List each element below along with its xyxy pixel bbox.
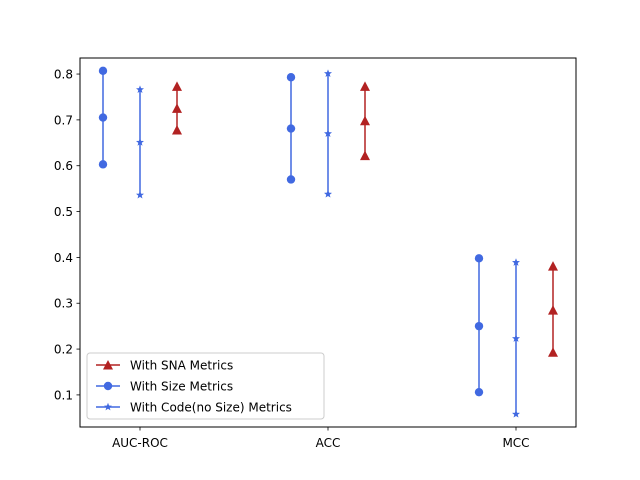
y-tick-label: 0.4	[54, 251, 73, 265]
range-marker-max	[360, 81, 370, 91]
range-marker-min	[324, 189, 332, 198]
range-marker-max	[98, 66, 108, 76]
y-tick-label: 0.2	[54, 343, 73, 357]
range-marker-mean	[360, 115, 370, 126]
legend-label: With Code(no Size) Metrics	[130, 401, 292, 415]
range-marker-min	[474, 387, 484, 397]
y-tick-label: 0.5	[54, 205, 73, 219]
range-marker-min	[548, 347, 558, 357]
range-marker-mean	[548, 305, 558, 315]
range-marker-min	[286, 175, 296, 184]
x-tick-label: ACC	[316, 436, 341, 450]
plot-frame	[79, 57, 577, 428]
range-marker-mean	[286, 124, 296, 133]
range-marker-max	[324, 69, 332, 77]
range-marker-mean	[324, 129, 332, 138]
legend: With SNA Metrics With Size Metrics With Co…	[86, 352, 325, 420]
range-marker-max	[286, 73, 296, 82]
range-marker-mean	[98, 113, 108, 122]
series-0	[172, 81, 558, 357]
series-2	[136, 69, 520, 418]
x-tick-label: MCC	[502, 436, 529, 450]
legend-entry: With Code(no Size) Metrics	[96, 401, 292, 415]
range-marker-mean	[136, 138, 144, 146]
range-marker-min	[360, 150, 370, 161]
legend-box	[86, 352, 325, 420]
range-marker-min	[172, 124, 182, 135]
y-tick-label: 0.1	[54, 388, 73, 402]
data-marks	[98, 66, 558, 418]
legend-marker	[103, 381, 113, 391]
range-marker-mean	[474, 321, 484, 331]
x-tick-label: AUC-ROC	[112, 436, 168, 450]
range-marker-mean	[512, 334, 520, 342]
axes: 0.1 0.2 0.3 0.4 0.5 0.6 0.7 0.8 AUC-ROC ACC MCC	[54, 68, 530, 450]
range-marker-mean	[172, 103, 182, 113]
legend-marker	[103, 360, 113, 370]
series-1	[98, 66, 484, 397]
range-marker-max	[136, 85, 144, 94]
range-marker-min	[136, 190, 144, 199]
y-tick-label: 0.8	[54, 68, 73, 82]
legend-marker	[104, 402, 112, 411]
range-marker-max	[548, 261, 558, 271]
y-tick-label: 0.7	[54, 113, 73, 127]
range-marker-max	[512, 258, 520, 266]
legend-label: With Size Metrics	[130, 380, 233, 394]
range-marker-max	[172, 81, 182, 91]
legend-entry: With Size Metrics	[96, 380, 233, 394]
range-marker-min	[98, 160, 108, 169]
y-tick-label: 0.6	[54, 159, 73, 173]
legend-entry: With SNA Metrics	[96, 359, 233, 373]
legend-label: With SNA Metrics	[130, 359, 233, 373]
y-tick-label: 0.3	[54, 297, 73, 311]
range-marker-max	[474, 254, 484, 263]
range-marker-min	[512, 409, 520, 418]
